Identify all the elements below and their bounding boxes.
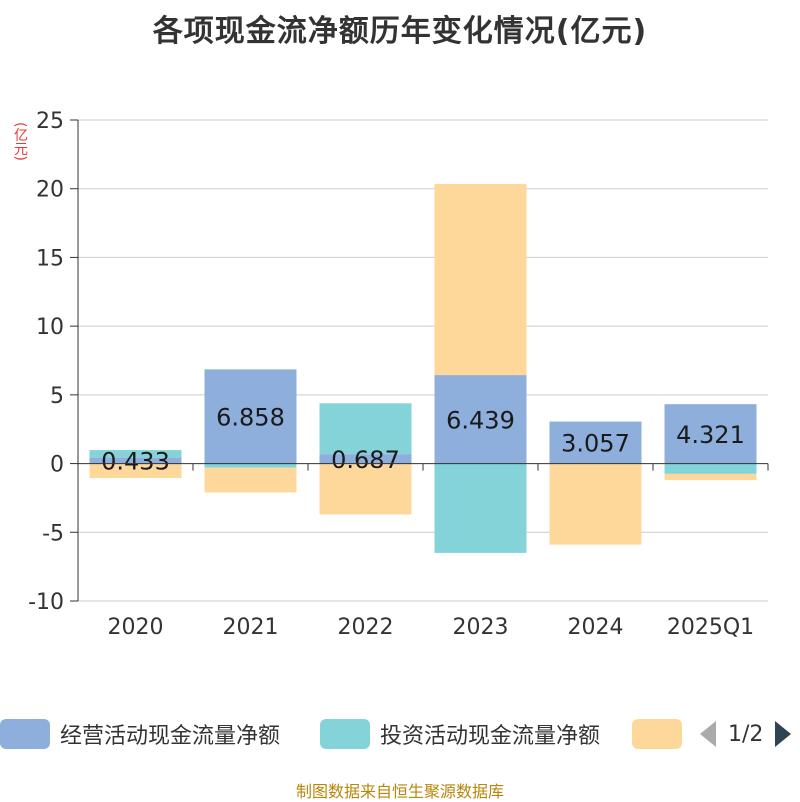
legend-label-operating: 经营活动现金流量净额 bbox=[60, 724, 281, 749]
legend-swatch-investing bbox=[320, 719, 370, 749]
y-tick-label: -10 bbox=[28, 590, 64, 615]
legend-swatch-operating bbox=[0, 719, 50, 749]
bar-investing bbox=[319, 403, 412, 455]
bar-operating bbox=[434, 375, 527, 464]
legend-item-operating[interactable]: 经营活动现金流量净额 bbox=[0, 716, 280, 752]
bar-operating bbox=[664, 404, 757, 464]
x-tick-label: 2025Q1 bbox=[667, 615, 754, 640]
bar-operating bbox=[89, 457, 182, 464]
y-tick-label: 0 bbox=[50, 453, 64, 478]
y-tick-label: 20 bbox=[36, 178, 64, 203]
data-label: 4.321 bbox=[676, 421, 745, 449]
chart-title: 各项现金流净额历年变化情况(亿元) bbox=[152, 14, 648, 49]
y-tick-label: -5 bbox=[42, 521, 64, 546]
bar-investing bbox=[664, 463, 757, 474]
legend-item-investing[interactable]: 投资活动现金流量净额 bbox=[320, 716, 600, 752]
bar-operating bbox=[319, 454, 412, 464]
data-source-note: 制图数据来自恒生聚源数据库 bbox=[295, 782, 504, 801]
legend-item-financing[interactable] bbox=[632, 716, 692, 752]
x-tick-label: 2021 bbox=[223, 615, 279, 640]
legend-prev-page-icon[interactable] bbox=[700, 721, 716, 747]
bar-investing bbox=[89, 450, 182, 458]
y-tick-label: 10 bbox=[36, 315, 64, 340]
bar-financing bbox=[664, 473, 757, 481]
legend-swatch-financing bbox=[632, 719, 682, 749]
data-label: 6.858 bbox=[216, 403, 285, 431]
legend-page-indicator: 1/2 bbox=[728, 721, 764, 747]
bar-operating bbox=[204, 369, 297, 464]
legend-label-investing: 投资活动现金流量净额 bbox=[380, 724, 601, 749]
data-label: 3.057 bbox=[561, 430, 630, 458]
legend: 经营活动现金流量净额 投资活动现金流量净额 1/2 bbox=[0, 716, 800, 752]
data-label: 0.687 bbox=[331, 446, 400, 474]
y-tick-label: 25 bbox=[36, 109, 64, 134]
x-tick-label: 2022 bbox=[338, 615, 394, 640]
bar-financing bbox=[204, 467, 297, 493]
data-label: 0.433 bbox=[101, 448, 170, 476]
x-tick-label: 2020 bbox=[108, 615, 164, 640]
x-tick-label: 2024 bbox=[568, 615, 624, 640]
bar-investing bbox=[434, 463, 527, 553]
bar-operating bbox=[549, 421, 642, 464]
bar-financing bbox=[434, 184, 527, 376]
bar-financing bbox=[549, 463, 642, 545]
data-label: 6.439 bbox=[446, 406, 515, 434]
y-axis-unit-label: (亿元) bbox=[12, 122, 28, 161]
bar-financing bbox=[319, 463, 412, 515]
legend-next-page-icon[interactable] bbox=[775, 721, 792, 747]
bar-financing bbox=[89, 463, 182, 479]
y-tick-label: 5 bbox=[50, 384, 64, 409]
y-tick-label: 15 bbox=[36, 246, 64, 271]
x-tick-label: 2023 bbox=[453, 615, 509, 640]
legend-pager: 1/2 bbox=[700, 716, 792, 752]
bar-investing bbox=[204, 463, 297, 468]
